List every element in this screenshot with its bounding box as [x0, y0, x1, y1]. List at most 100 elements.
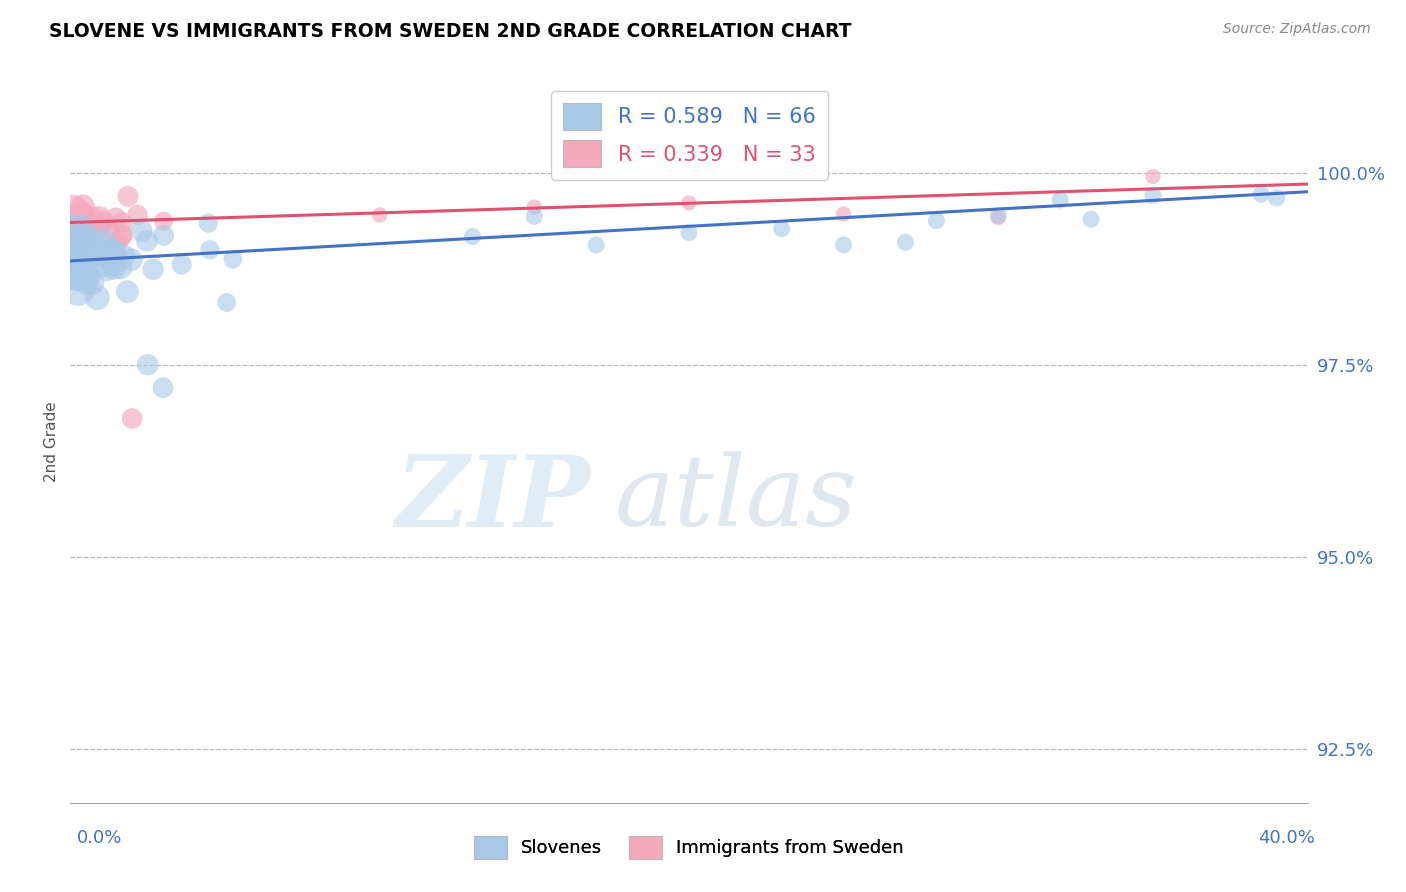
Point — [69, 226, 91, 240]
Point — [63, 260, 86, 274]
Point — [1142, 169, 1164, 184]
Point — [80, 276, 103, 290]
Point — [72, 207, 94, 221]
Point — [65, 220, 87, 235]
Point — [136, 234, 159, 248]
Point — [461, 229, 484, 244]
Point — [70, 242, 93, 256]
Point — [136, 358, 159, 372]
Point — [97, 224, 120, 238]
Point — [103, 244, 125, 259]
Point — [96, 262, 118, 277]
Point — [110, 260, 132, 275]
Point — [101, 244, 124, 259]
Point — [152, 381, 174, 395]
Point — [62, 254, 84, 268]
Point — [91, 245, 114, 260]
Point — [69, 234, 91, 248]
Text: ZIP: ZIP — [395, 451, 591, 548]
Point — [86, 291, 108, 305]
Point — [105, 235, 128, 250]
Point — [75, 274, 97, 288]
Point — [101, 244, 124, 259]
Point — [112, 249, 135, 263]
Point — [67, 268, 90, 282]
Point — [111, 227, 134, 242]
Point — [94, 258, 117, 272]
Point — [170, 258, 193, 272]
Point — [142, 262, 165, 277]
Point — [62, 204, 84, 219]
Point — [76, 235, 98, 250]
Point — [62, 266, 84, 280]
Point — [152, 228, 174, 243]
Point — [103, 260, 125, 275]
Point — [152, 214, 174, 228]
Point — [222, 252, 245, 267]
Point — [60, 247, 83, 261]
Point — [60, 226, 83, 240]
Point — [91, 215, 114, 229]
Point — [198, 243, 221, 257]
Point — [131, 224, 153, 238]
Point — [80, 238, 103, 252]
Text: atlas: atlas — [614, 451, 858, 547]
Point — [120, 252, 142, 267]
Point — [82, 218, 104, 232]
Point — [117, 189, 139, 203]
Point — [76, 269, 98, 284]
Point — [121, 411, 143, 425]
Point — [987, 211, 1010, 225]
Point — [523, 210, 546, 224]
Point — [69, 254, 91, 268]
Point — [111, 216, 134, 230]
Text: 0.0%: 0.0% — [77, 829, 122, 847]
Point — [832, 207, 855, 221]
Point — [110, 229, 132, 244]
Point — [585, 238, 607, 252]
Point — [87, 236, 110, 251]
Point — [678, 196, 700, 211]
Point — [832, 238, 855, 252]
Text: SLOVENE VS IMMIGRANTS FROM SWEDEN 2ND GRADE CORRELATION CHART: SLOVENE VS IMMIGRANTS FROM SWEDEN 2ND GR… — [49, 22, 852, 41]
Point — [1142, 188, 1164, 202]
Legend: Slovenes, Immigrants from Sweden: Slovenes, Immigrants from Sweden — [467, 829, 911, 866]
Point — [197, 216, 219, 230]
Point — [89, 222, 111, 236]
Point — [215, 295, 238, 310]
Point — [76, 252, 98, 266]
Point — [66, 257, 89, 271]
Text: 40.0%: 40.0% — [1258, 829, 1315, 847]
Point — [65, 258, 87, 272]
Point — [101, 257, 124, 271]
Point — [60, 218, 83, 232]
Point — [66, 229, 89, 244]
Text: Source: ZipAtlas.com: Source: ZipAtlas.com — [1223, 22, 1371, 37]
Point — [1080, 212, 1102, 227]
Point — [368, 208, 391, 222]
Point — [1049, 193, 1071, 207]
Point — [73, 226, 96, 240]
Point — [925, 213, 948, 227]
Point — [62, 227, 84, 242]
Point — [73, 268, 96, 283]
Point — [770, 221, 793, 235]
Point — [86, 246, 108, 260]
Point — [1265, 191, 1288, 205]
Point — [678, 226, 700, 240]
Point — [79, 232, 101, 246]
Point — [93, 245, 115, 260]
Point — [62, 262, 84, 277]
Point — [62, 244, 84, 259]
Point — [89, 211, 111, 225]
Point — [1250, 187, 1272, 202]
Point — [67, 224, 90, 238]
Point — [69, 244, 91, 258]
Point — [104, 211, 127, 226]
Point — [523, 200, 546, 214]
Point — [79, 211, 101, 225]
Y-axis label: 2nd Grade: 2nd Grade — [44, 401, 59, 482]
Point — [127, 208, 149, 222]
Point — [72, 227, 94, 242]
Point — [93, 233, 115, 247]
